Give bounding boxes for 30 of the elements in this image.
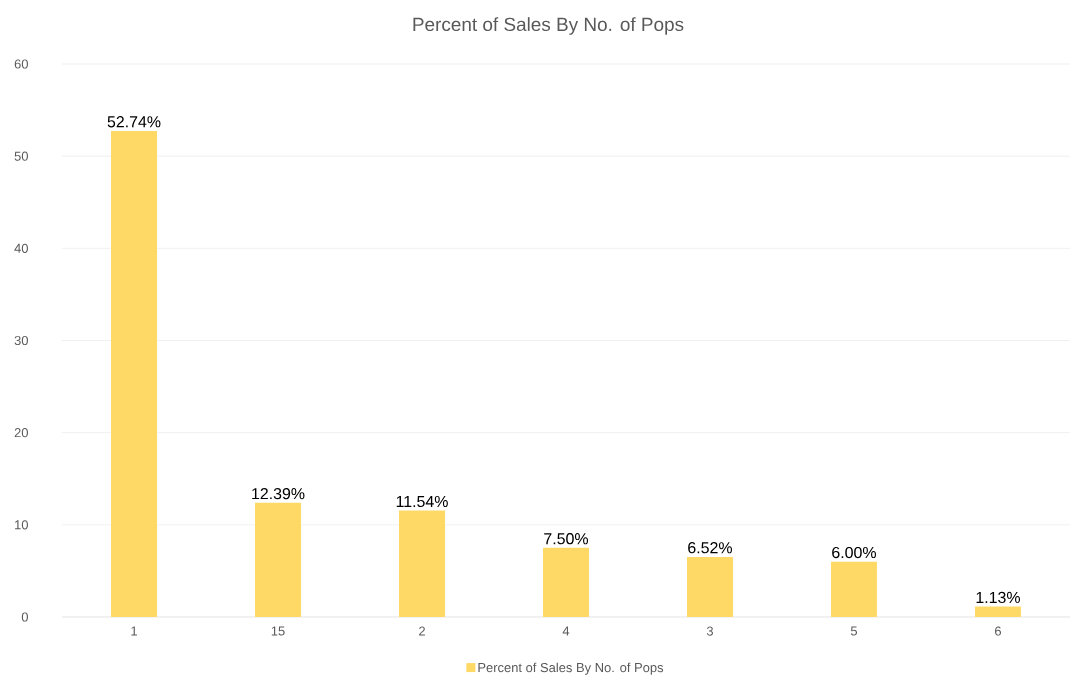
- bar: [111, 130, 157, 617]
- text: 7.50%: [544, 533, 589, 545]
- y-tick-label: 20: [14, 428, 28, 438]
- x-tick-label: 5: [850, 626, 858, 636]
- bar: [830, 561, 877, 617]
- x-tick-label: 4: [562, 626, 570, 636]
- text: 11.54%: [396, 495, 448, 508]
- bar: [542, 547, 589, 617]
- x-tick-label: 6: [995, 626, 1001, 636]
- y-tick-label: 30: [14, 335, 28, 346]
- bar: [686, 556, 733, 617]
- text: 6.00%: [832, 546, 876, 559]
- y-tick-label: 50: [14, 151, 28, 161]
- x-tick-label: 15: [271, 626, 285, 636]
- chart-title: Percent of Sales By No. of Pops: [413, 17, 684, 35]
- x-tick-label: 3: [706, 626, 714, 636]
- bar: [398, 510, 445, 617]
- y-tick-label: 60: [14, 59, 28, 69]
- text: 6.52%: [688, 542, 732, 554]
- y-tick-label: 40: [14, 243, 28, 253]
- text: 12.39%: [252, 487, 305, 500]
- text: 1.13%: [976, 591, 1020, 604]
- y-tick-label: 10: [15, 520, 28, 530]
- text: 52.74%: [107, 116, 161, 128]
- x-tick-label: 1: [131, 626, 137, 636]
- legend-label: Percent of Sales By No. of Pops: [478, 662, 664, 675]
- x-tick-label: 2: [419, 626, 425, 636]
- bar: [255, 502, 301, 617]
- bar: [974, 606, 1021, 617]
- y-tick-label: 0: [21, 612, 28, 622]
